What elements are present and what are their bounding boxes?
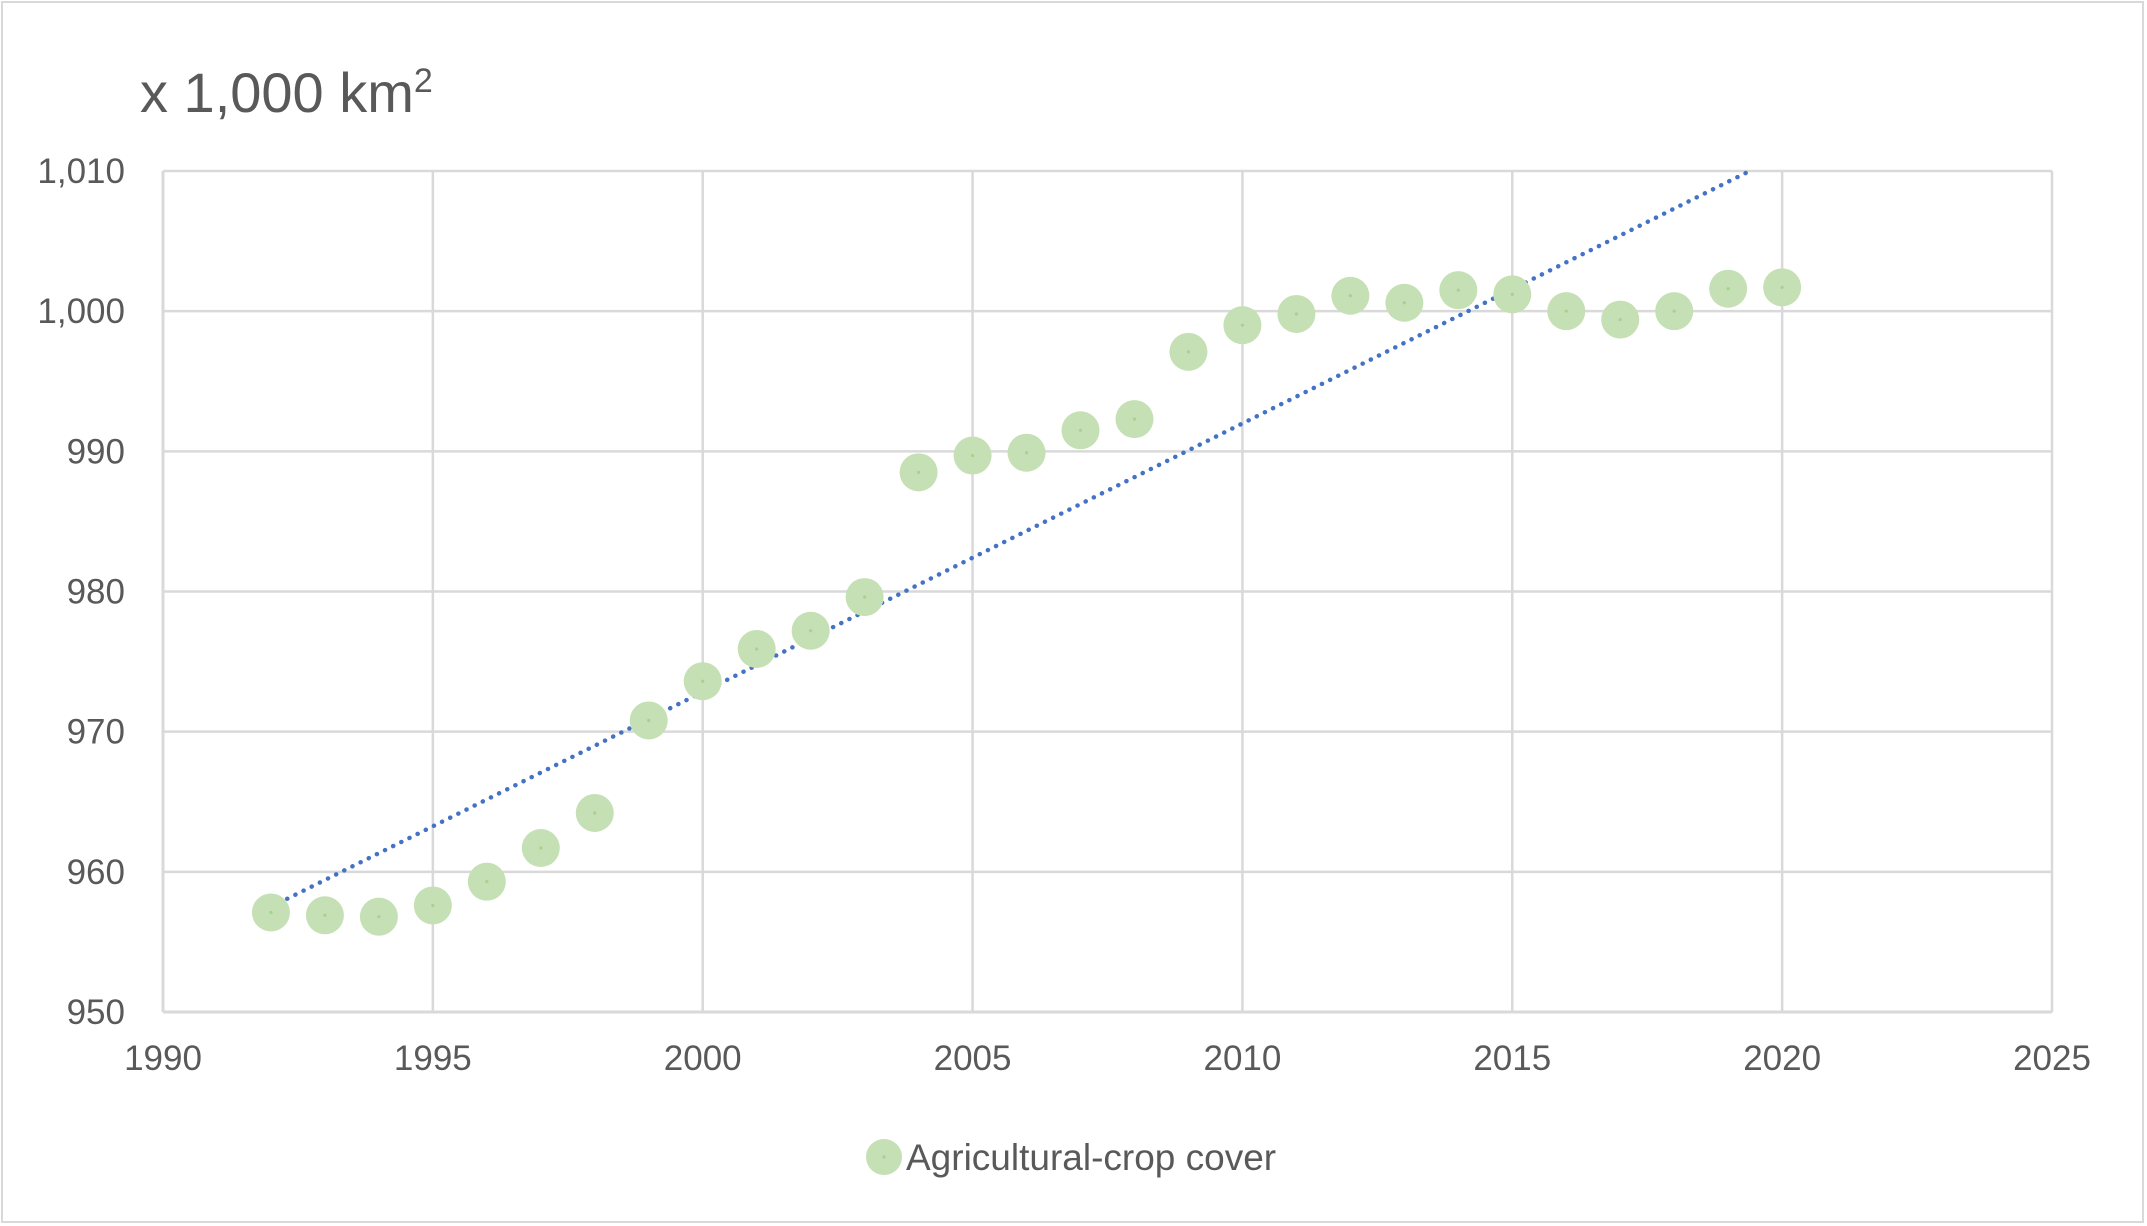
data-point-center xyxy=(1402,301,1406,305)
data-point-center xyxy=(269,910,273,915)
data-point-center xyxy=(755,647,759,651)
data-point-center xyxy=(323,913,327,917)
data-point-center xyxy=(647,718,651,723)
data-point-center xyxy=(1564,309,1568,313)
y-tick-label: 980 xyxy=(67,573,125,612)
y-tick-label: 1,010 xyxy=(37,152,125,191)
unit-title-main: x 1,000 km xyxy=(140,61,414,124)
unit-title-superscript: 2 xyxy=(414,62,433,100)
data-points xyxy=(251,268,1802,936)
data-point-center xyxy=(539,846,543,850)
data-point-center xyxy=(1726,287,1730,291)
data-point-center xyxy=(1024,451,1029,455)
x-tick-label: 2025 xyxy=(2013,1039,2091,1078)
x-tick-label: 1990 xyxy=(124,1039,202,1078)
data-point-center xyxy=(593,811,597,815)
legend: Agricultural-crop cover xyxy=(866,1137,1276,1178)
y-tick-label: 950 xyxy=(67,993,125,1032)
y-tick-label: 970 xyxy=(67,713,125,752)
unit-title: x 1,000 km2 xyxy=(140,61,433,124)
axis-tick-labels: 950 960 970 980 990 1,000 1,010 1990 1995 2000 200… xyxy=(37,152,2091,1078)
linear-trendline xyxy=(268,168,1753,910)
data-point-center xyxy=(485,880,489,884)
legend-label: Agricultural-crop cover xyxy=(906,1137,1276,1178)
data-point-center xyxy=(701,679,705,683)
x-tick-label: 1995 xyxy=(394,1039,472,1078)
trendline-layer xyxy=(268,168,1753,910)
data-point-center xyxy=(377,915,381,919)
data-point-center xyxy=(970,453,975,458)
data-point-center xyxy=(1240,323,1245,327)
y-tick-label: 990 xyxy=(67,432,125,471)
data-point-center xyxy=(1294,312,1298,316)
data-point-center xyxy=(1186,350,1191,354)
x-tick-label: 2005 xyxy=(934,1039,1012,1078)
data-point-center xyxy=(431,903,435,908)
data-point-center xyxy=(1780,285,1784,289)
legend-marker-center xyxy=(882,1155,886,1159)
data-point-center xyxy=(1510,292,1514,296)
x-tick-label: 2020 xyxy=(1743,1039,1821,1078)
data-point-center xyxy=(1456,288,1460,292)
data-point-center xyxy=(1078,428,1083,432)
data-point-center xyxy=(1618,317,1622,322)
data-point-center xyxy=(1672,309,1676,313)
x-tick-label: 2010 xyxy=(1203,1039,1281,1078)
data-point-center xyxy=(1348,294,1352,298)
data-point-center xyxy=(1132,417,1137,421)
data-point-center xyxy=(917,470,921,474)
x-tick-label: 2000 xyxy=(664,1039,742,1078)
y-tick-label: 1,000 xyxy=(37,292,125,331)
data-point-center xyxy=(809,629,813,633)
y-tick-label: 960 xyxy=(67,853,125,892)
x-tick-label: 2015 xyxy=(1473,1039,1551,1078)
data-point-center xyxy=(863,595,867,599)
